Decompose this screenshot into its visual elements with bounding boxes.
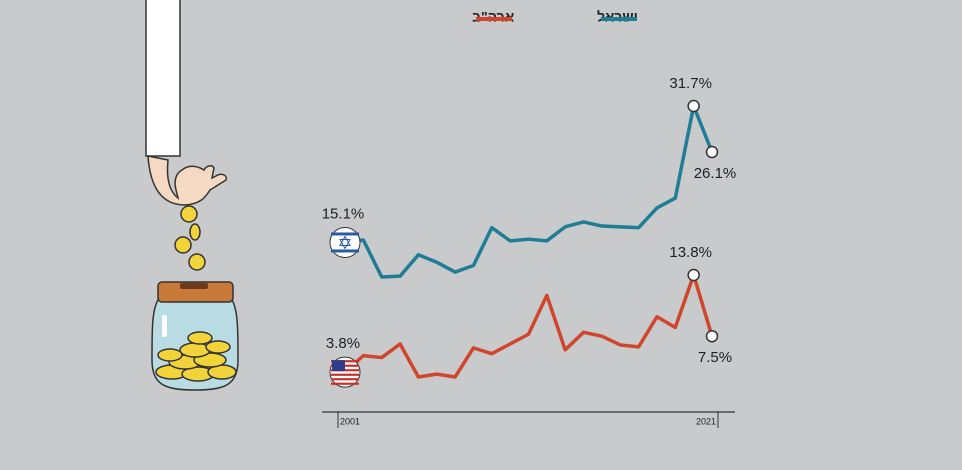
point-marker — [687, 268, 700, 282]
x-tick-label: 2021 — [696, 416, 716, 426]
legend-label: ארה"ב — [472, 9, 515, 25]
flag-stripe — [331, 249, 359, 253]
point-marker — [705, 145, 719, 159]
series-line — [344, 104, 714, 279]
flag-canton — [332, 360, 345, 372]
flag-stripe — [331, 232, 359, 236]
point-marker — [687, 99, 700, 113]
flag-stripe — [331, 378, 359, 381]
x-tick-label: 2001 — [340, 416, 360, 426]
value-label: 31.7% — [669, 75, 712, 92]
value-label: 15.1% — [322, 205, 365, 222]
legend-label: ישראל — [597, 9, 638, 25]
value-label: 13.8% — [669, 244, 712, 261]
flag-stripe — [331, 382, 359, 385]
flag-star — [339, 235, 351, 250]
series-line — [343, 273, 714, 379]
point-marker — [705, 329, 719, 343]
value-label: 7.5% — [698, 349, 732, 366]
illustration — [145, 0, 239, 391]
flag-stripe — [331, 373, 359, 376]
value-label: 3.8% — [326, 335, 360, 352]
value-label: 26.1% — [694, 165, 737, 182]
flag — [329, 226, 361, 258]
